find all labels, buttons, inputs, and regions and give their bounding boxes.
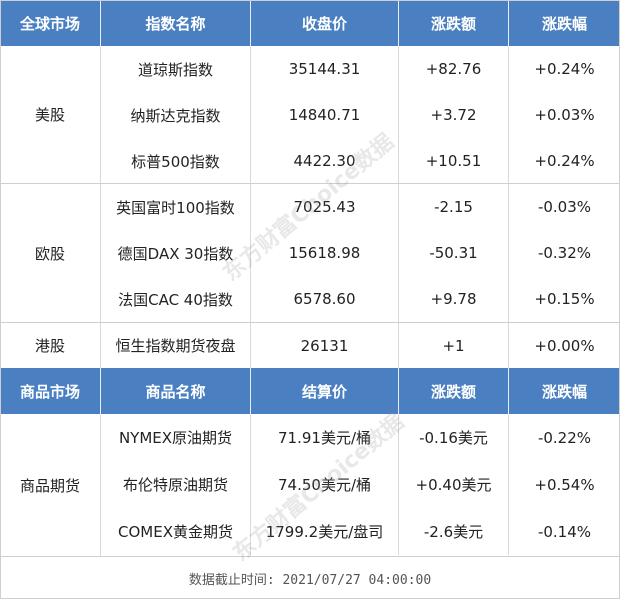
table-row: 道琼斯指数 35144.31 +82.76 +0.24% (0, 46, 620, 92)
header-cell: 结算价 (251, 368, 399, 414)
index-name: 道琼斯指数 (101, 46, 251, 92)
header-cell: 指数名称 (101, 0, 251, 46)
close-price: 35144.31 (251, 46, 399, 92)
change-amount: +9.78 (399, 276, 509, 322)
change-amount: -2.6美元 (399, 508, 509, 555)
table-row: 英国富时100指数 7025.43 -2.15 -0.03% (0, 184, 620, 230)
header-cell: 涨跌幅 (541, 14, 587, 33)
close-price: 6578.60 (251, 276, 399, 322)
change-percent: -0.03% (537, 198, 592, 216)
market-label-hk: 港股 (0, 323, 101, 368)
table-row: 纳斯达克指数 14840.71 +3.72 +0.03% (0, 92, 620, 138)
divider (0, 183, 620, 184)
header-cell: 收盘价 (251, 0, 399, 46)
change-amount: +10.51 (399, 138, 509, 184)
index-name: 德国DAX 30指数 (101, 230, 251, 276)
commodity-name: 布伦特原油期货 (101, 461, 251, 508)
header-cell: 涨跌额 (399, 0, 509, 46)
commodity-name: COMEX黄金期货 (101, 508, 251, 555)
change-percent: +0.24% (534, 152, 595, 170)
header-cell: 商品市场 (0, 368, 101, 414)
change-amount: -50.31 (399, 230, 509, 276)
close-price: 26131 (251, 323, 399, 368)
change-percent: -0.32% (537, 244, 592, 262)
market-label-commodity: 商品期货 (0, 414, 101, 556)
change-amount: +0.40美元 (399, 461, 509, 508)
table-row: 布伦特原油期货 74.50美元/桶 +0.40美元 +0.54% (0, 461, 620, 508)
table-row: NYMEX原油期货 71.91美元/桶 -0.16美元 -0.22% (0, 414, 620, 461)
header-cell: 商品名称 (101, 368, 251, 414)
header-cell: 全球市场 (0, 0, 101, 46)
header-cell: 涨跌幅 (541, 382, 587, 401)
change-amount: +82.76 (399, 46, 509, 92)
table-row: 法国CAC 40指数 6578.60 +9.78 +0.15% (0, 276, 620, 322)
table-row: COMEX黄金期货 1799.2美元/盘司 -2.6美元 -0.14% (0, 508, 620, 555)
change-amount: -0.16美元 (399, 414, 509, 461)
table-header-commodity: 商品市场 商品名称 结算价 涨跌额 涨跌幅 (0, 368, 620, 414)
table-row: 恒生指数期货夜盘 26131 +1 +0.00% (0, 323, 620, 368)
header-cell: 涨跌额 (399, 368, 509, 414)
close-price: 4422.30 (251, 138, 399, 184)
change-percent: +0.54% (534, 475, 595, 494)
market-label-us: 美股 (0, 46, 101, 183)
commodity-name: NYMEX原油期货 (101, 414, 251, 461)
change-amount: -2.15 (399, 184, 509, 230)
change-amount: +3.72 (399, 92, 509, 138)
data-timestamp: 数据截止时间: 2021/07/27 04:00:00 (0, 556, 620, 599)
index-name: 纳斯达克指数 (101, 92, 251, 138)
change-percent: -0.14% (537, 522, 592, 541)
index-name: 法国CAC 40指数 (101, 276, 251, 322)
close-price: 14840.71 (251, 92, 399, 138)
market-label-eu: 欧股 (0, 184, 101, 322)
settle-price: 71.91美元/桶 (251, 414, 399, 461)
change-percent: +0.03% (534, 106, 595, 124)
change-percent: +0.00% (534, 336, 595, 355)
change-percent: +0.24% (534, 60, 595, 78)
table-row: 标普500指数 4422.30 +10.51 +0.24% (0, 138, 620, 184)
table-header-global: 全球市场 指数名称 收盘价 涨跌额 涨跌幅 (0, 0, 620, 46)
close-price: 7025.43 (251, 184, 399, 230)
change-amount: +1 (399, 323, 509, 368)
index-name: 标普500指数 (101, 138, 251, 184)
index-name: 英国富时100指数 (101, 184, 251, 230)
change-percent: +0.15% (534, 290, 595, 308)
close-price: 15618.98 (251, 230, 399, 276)
change-percent: -0.22% (537, 428, 592, 447)
divider (0, 322, 620, 323)
settle-price: 74.50美元/桶 (251, 461, 399, 508)
table-row: 德国DAX 30指数 15618.98 -50.31 -0.32% (0, 230, 620, 276)
settle-price: 1799.2美元/盘司 (251, 508, 399, 555)
index-name: 恒生指数期货夜盘 (101, 323, 251, 368)
